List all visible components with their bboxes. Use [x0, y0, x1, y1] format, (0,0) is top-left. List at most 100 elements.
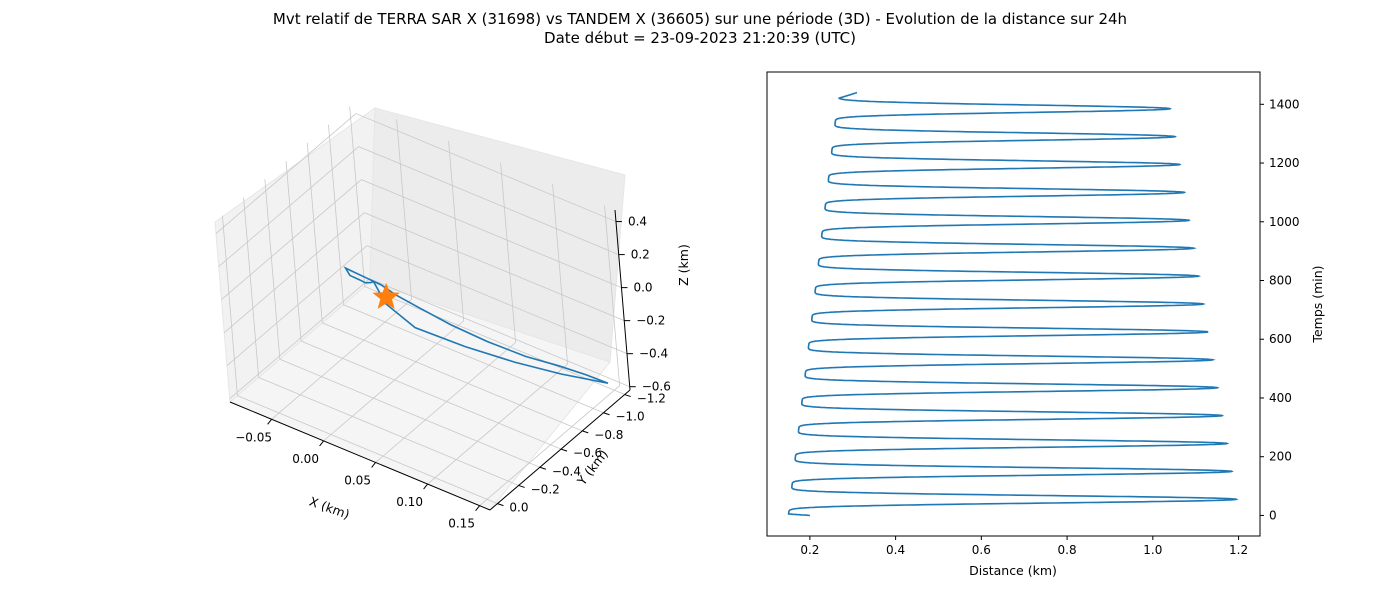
- grid-line: [361, 179, 622, 288]
- grid-line: [375, 342, 516, 463]
- ylabel-2d: Temps (min): [1310, 265, 1325, 343]
- z-tick-label: −0.4: [639, 347, 668, 361]
- grid-line: [366, 245, 628, 355]
- x-tick-label: 0.00: [292, 452, 319, 466]
- z-tick-label: 0.0: [633, 281, 652, 295]
- x-tick-label: 0.05: [344, 473, 371, 487]
- grid-line: [306, 142, 323, 323]
- plot-3d: −0.05 0.00 0.05 0.10 0.15 −1.2 −1.0 −0.8 −0.6 −0.…: [214, 106, 691, 531]
- x-tick-label: 1.2: [1229, 543, 1248, 557]
- grid-line: [396, 119, 412, 300]
- y-tick: [624, 394, 631, 398]
- y-tick-label: −0.8: [594, 428, 623, 442]
- grid-line: [222, 215, 238, 396]
- star-marker: [372, 282, 400, 309]
- x-axis-line: [229, 401, 491, 511]
- y-tick-label: −1.0: [615, 410, 644, 424]
- x-tick-label: 1.0: [1143, 543, 1162, 557]
- x-tick: [423, 483, 428, 490]
- grid-line: [218, 146, 359, 267]
- y-tick-label: 400: [1269, 391, 1292, 405]
- grid-line: [604, 205, 620, 386]
- figure-title: Mvt relatif de TERRA SAR X (31698) vs TA…: [0, 10, 1400, 48]
- yticks-2d: 0 200 400 600 800 1000 1200 1400: [1260, 97, 1300, 522]
- grid-line: [355, 113, 617, 222]
- grid-line: [369, 278, 630, 388]
- x-tick-label: 0.8: [1058, 543, 1077, 557]
- trajectory-3d: [343, 266, 609, 384]
- grid-line: [215, 113, 357, 234]
- grid-line: [285, 161, 302, 342]
- trajectory-line: [343, 266, 609, 384]
- z-tick-label: 0.4: [628, 215, 647, 229]
- y-tick-label: 1200: [1269, 156, 1300, 170]
- grid-line: [427, 363, 568, 485]
- xticks-2d: 0.2 0.4 0.6 0.8 1.0 1.2: [800, 536, 1248, 557]
- grid-line: [364, 286, 625, 395]
- x-tick-label: 0.15: [448, 517, 475, 531]
- y-tick: [582, 430, 589, 434]
- grid-line: [229, 278, 370, 400]
- grid-line: [237, 395, 498, 505]
- grid-line: [271, 298, 412, 420]
- grid-line: [364, 212, 625, 322]
- y-tick-label: 600: [1269, 332, 1292, 346]
- grid-3d: [215, 106, 630, 506]
- y-tick-label: −0.6: [573, 446, 602, 460]
- y-tick-label: 200: [1269, 450, 1292, 464]
- grid-line: [323, 320, 464, 442]
- y-tick-label: −1.2: [637, 392, 666, 406]
- grid-line: [328, 124, 344, 305]
- y-tick: [518, 484, 525, 488]
- z-tick-label: −0.6: [642, 380, 671, 394]
- grid-line: [221, 179, 362, 300]
- grid-line: [243, 197, 260, 378]
- grid-line: [258, 377, 519, 486]
- y-tick-label: 1000: [1269, 215, 1300, 229]
- x-tick-label: 0.6: [972, 543, 991, 557]
- grid-line: [226, 245, 368, 366]
- x-tick: [319, 440, 324, 447]
- plot-2d: 0.2 0.4 0.6 0.8 1.0 1.2 0 200 400 600 800 1000 1200…: [766, 71, 1325, 578]
- zlabel-3d: Z (km): [676, 244, 691, 286]
- grid-line: [264, 179, 281, 360]
- grid-line: [552, 184, 568, 365]
- x-tick-label: 0.10: [396, 495, 423, 509]
- grid-line: [322, 322, 583, 432]
- grid-line: [500, 162, 516, 343]
- x-tick-label: −0.05: [235, 430, 272, 444]
- y-tick: [539, 466, 547, 470]
- grid-line: [223, 212, 365, 333]
- z-tick-label: 0.2: [631, 248, 650, 262]
- y-tick: [497, 503, 504, 507]
- xlabel-3d: X (km): [307, 494, 351, 522]
- y-axis-line: [489, 389, 631, 511]
- x-tick: [371, 462, 376, 468]
- axes-3d: −0.05 0.00 0.05 0.10 0.15 −1.2 −1.0 −0.8 −0.6 −0.…: [229, 209, 671, 531]
- grid-line: [448, 140, 464, 321]
- title-line-1: Mvt relatif de TERRA SAR X (31698) vs TA…: [272, 10, 1128, 28]
- xlabel-2d: Distance (km): [969, 563, 1057, 578]
- y-tick: [603, 412, 610, 416]
- y-tick-label: −0.4: [552, 464, 581, 478]
- y-tick-label: 1400: [1269, 97, 1300, 111]
- y-tick-label: 800: [1269, 274, 1292, 288]
- x-tick-label: 0.4: [886, 543, 905, 557]
- distance-line: [787, 91, 1239, 517]
- grid-line: [279, 358, 541, 468]
- y-tick-label: −0.2: [531, 482, 560, 496]
- plot-2d-frame: [766, 71, 1261, 537]
- grid-line: [349, 106, 366, 287]
- grid-line: [343, 304, 604, 414]
- grid-line: [300, 340, 562, 450]
- distance-curve: [787, 91, 1239, 517]
- x-tick: [267, 418, 272, 425]
- z-tick-label: −0.2: [636, 314, 665, 328]
- y-tick-label: 0.0: [509, 501, 528, 515]
- x-tick: [475, 505, 480, 511]
- title-line-2: Date début = 23-09-2023 21:20:39 (UTC): [544, 29, 856, 47]
- x-tick-label: 0.2: [800, 543, 819, 557]
- y-tick-label: 0: [1269, 508, 1277, 522]
- y-tick: [560, 448, 568, 452]
